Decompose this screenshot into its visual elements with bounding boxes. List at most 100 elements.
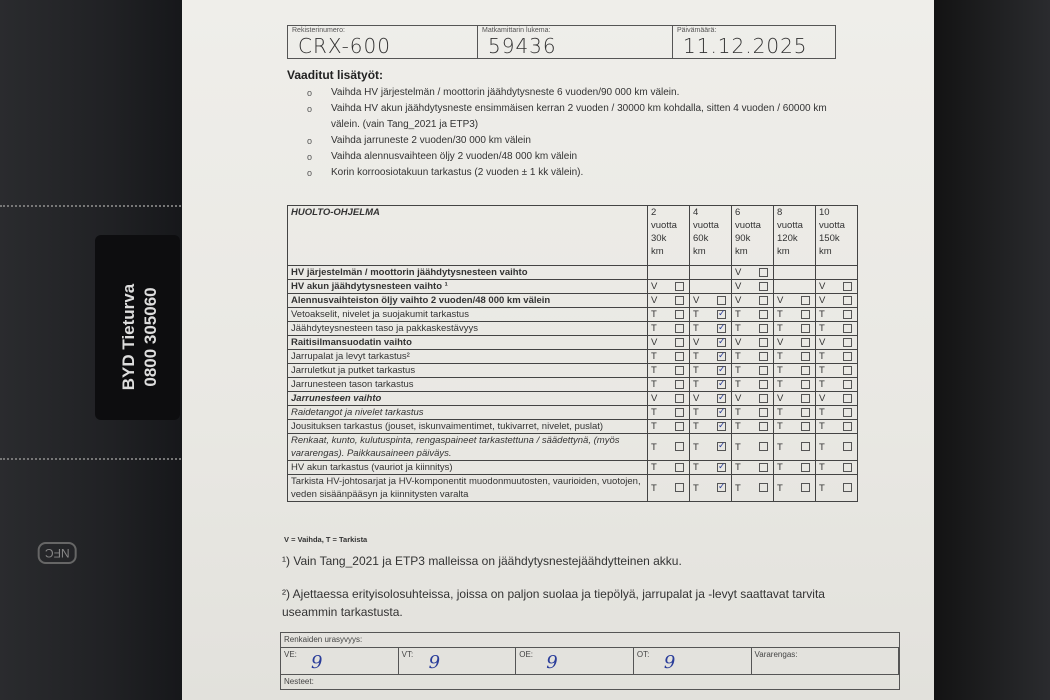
interval-line: vuotta	[777, 220, 803, 231]
tyre-label: VT:	[401, 650, 414, 659]
service-code: T	[819, 407, 825, 418]
service-cell: T	[647, 474, 690, 502]
checkbox[interactable]	[801, 309, 810, 319]
service-cell: V	[773, 335, 816, 350]
service-code: T	[777, 421, 783, 432]
checkbox[interactable]	[843, 379, 852, 389]
checkbox[interactable]	[717, 391, 726, 404]
checkbox[interactable]	[843, 351, 852, 361]
tyre-label: VE:	[284, 650, 297, 659]
checkbox[interactable]	[717, 480, 726, 493]
checkbox[interactable]	[675, 281, 684, 291]
checkbox[interactable]	[843, 323, 852, 333]
checkbox[interactable]	[801, 351, 810, 361]
checkbox[interactable]	[675, 442, 684, 452]
service-code: T	[819, 309, 825, 320]
checkbox[interactable]	[675, 295, 684, 305]
service-code: T	[735, 462, 741, 473]
checkbox[interactable]	[843, 309, 852, 319]
tyre-label: Vararengas:	[754, 650, 798, 659]
checkbox[interactable]	[717, 377, 726, 390]
required-item: Korin korroosiotakuun tarkastus (2 vuode…	[307, 165, 827, 181]
checkbox[interactable]	[717, 321, 726, 334]
checkbox[interactable]	[759, 365, 768, 375]
service-cell: T	[731, 307, 774, 322]
checkbox[interactable]	[801, 407, 810, 417]
checkbox[interactable]	[675, 421, 684, 431]
checkbox[interactable]	[759, 483, 768, 493]
checkbox[interactable]	[717, 439, 726, 452]
service-code: T	[777, 441, 783, 453]
checkbox[interactable]	[801, 442, 810, 452]
checkbox[interactable]	[717, 363, 726, 376]
checkbox[interactable]	[843, 407, 852, 417]
checkbox[interactable]	[759, 267, 768, 277]
checkbox[interactable]	[843, 442, 852, 452]
checkbox[interactable]	[675, 393, 684, 403]
checkbox[interactable]	[843, 421, 852, 431]
service-cell: T	[689, 405, 732, 420]
checkbox[interactable]	[801, 295, 810, 305]
checkbox[interactable]	[759, 323, 768, 333]
service-cell: T	[773, 405, 816, 420]
checkbox[interactable]	[717, 405, 726, 418]
service-cell: T	[647, 377, 690, 392]
checkbox[interactable]	[759, 379, 768, 389]
checkbox[interactable]	[717, 419, 726, 432]
checkbox[interactable]	[843, 483, 852, 493]
checkbox[interactable]	[717, 349, 726, 362]
service-cell: T	[815, 405, 858, 420]
checkbox[interactable]	[759, 281, 768, 291]
checkbox[interactable]	[801, 483, 810, 493]
checkbox[interactable]	[801, 379, 810, 389]
service-cell: T	[647, 349, 690, 364]
checkbox[interactable]	[843, 295, 852, 305]
checkbox[interactable]	[675, 462, 684, 472]
checkbox[interactable]	[675, 351, 684, 361]
checkbox[interactable]	[759, 462, 768, 472]
checkbox[interactable]	[759, 295, 768, 305]
checkbox[interactable]	[675, 407, 684, 417]
checkbox[interactable]	[843, 365, 852, 375]
service-code: T	[693, 441, 699, 453]
checkbox[interactable]	[801, 462, 810, 472]
checkbox[interactable]	[675, 365, 684, 375]
checkbox[interactable]	[843, 393, 852, 403]
checkbox[interactable]	[675, 323, 684, 333]
checkbox[interactable]	[759, 337, 768, 347]
checkbox[interactable]	[801, 337, 810, 347]
checkbox[interactable]	[675, 309, 684, 319]
checkbox[interactable]	[717, 460, 726, 473]
checkbox[interactable]	[801, 365, 810, 375]
service-cell: V	[647, 293, 690, 308]
checkbox[interactable]	[759, 407, 768, 417]
checkbox[interactable]	[843, 337, 852, 347]
checkbox[interactable]	[717, 335, 726, 348]
checkbox[interactable]	[801, 421, 810, 431]
checkbox[interactable]	[801, 323, 810, 333]
service-code: T	[819, 351, 825, 362]
service-code: V	[735, 281, 742, 292]
checkbox[interactable]	[675, 483, 684, 493]
checkbox[interactable]	[759, 393, 768, 403]
checkbox[interactable]	[843, 281, 852, 291]
checkbox[interactable]	[675, 337, 684, 347]
service-item-label: Alennusvaihteiston öljy vaihto 2 vuoden/…	[287, 293, 648, 308]
service-cell	[647, 265, 690, 280]
checkbox[interactable]	[675, 379, 684, 389]
service-cell: T	[815, 474, 858, 502]
service-cell: T	[731, 460, 774, 475]
service-code: T	[651, 421, 657, 432]
vehicle-info-box: Rekisterinumero: CRX-600 Matkamittarin lu…	[287, 25, 836, 59]
service-cell: T	[647, 419, 690, 434]
checkbox[interactable]	[759, 442, 768, 452]
checkbox[interactable]	[843, 462, 852, 472]
checkbox[interactable]	[717, 307, 726, 320]
service-item-label: Jarrunesteen tason tarkastus	[287, 377, 648, 392]
checkbox[interactable]	[759, 351, 768, 361]
checkbox[interactable]	[759, 421, 768, 431]
checkbox[interactable]	[717, 295, 726, 305]
checkbox[interactable]	[759, 309, 768, 319]
service-code: V	[819, 337, 826, 348]
checkbox[interactable]	[801, 393, 810, 403]
